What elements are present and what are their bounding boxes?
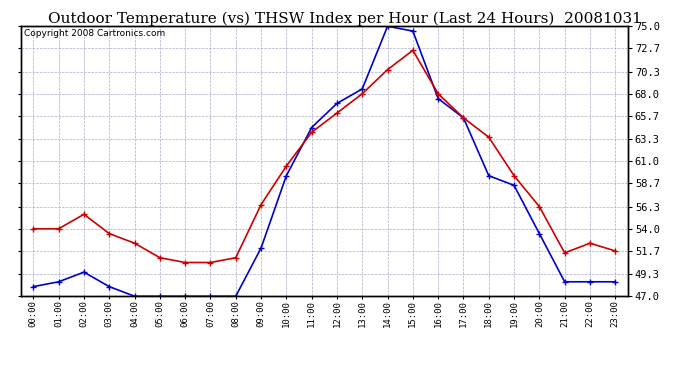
Text: Outdoor Temperature (vs) THSW Index per Hour (Last 24 Hours)  20081031: Outdoor Temperature (vs) THSW Index per …	[48, 11, 642, 26]
Text: Copyright 2008 Cartronics.com: Copyright 2008 Cartronics.com	[23, 29, 165, 38]
